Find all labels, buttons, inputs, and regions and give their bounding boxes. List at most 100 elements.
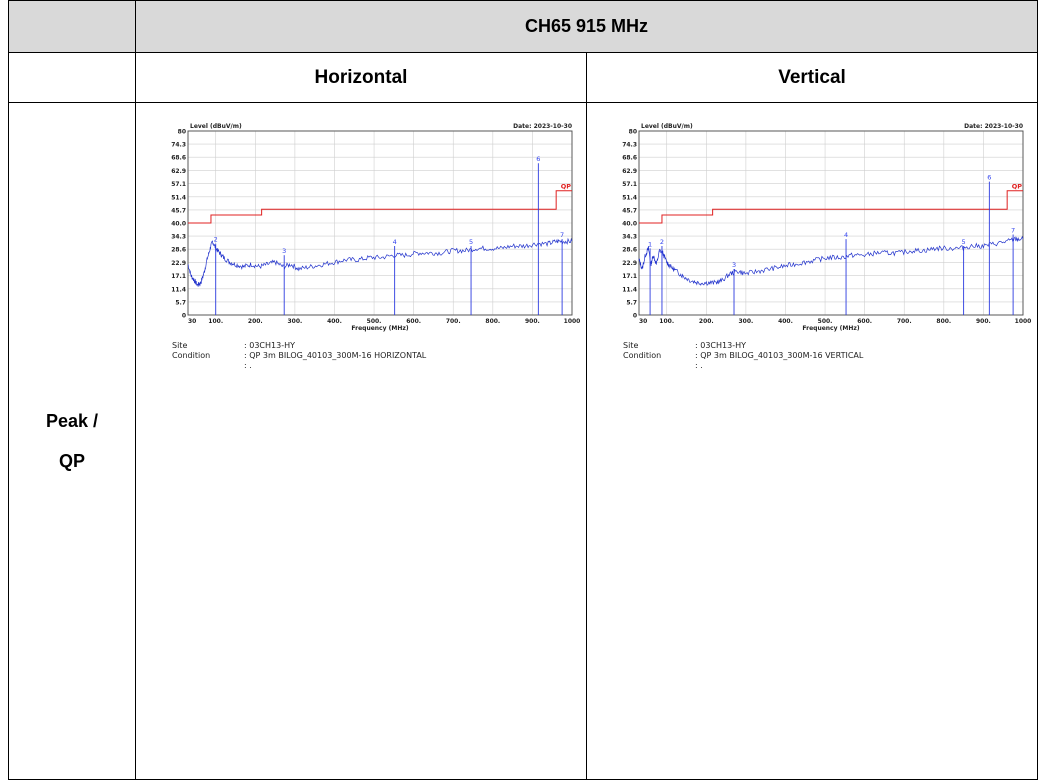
emission-chart-vertical: 0 5.7 11.4 17.1 22.9 28.6 34.3 40.0 45.7 51.4 57.1… [622, 123, 1032, 332]
marker-label: 5 [962, 238, 966, 246]
plot-cell-vertical: 0 5.7 11.4 17.1 22.9 28.6 34.3 40.0 45.7 51.4 57.1… [585, 102, 1039, 780]
y-tick-label: 57.1 [622, 181, 637, 188]
extra-value: : . [244, 361, 252, 370]
condition-value: : QP 3m BILOG_40103_300M-16 HORIZONTAL [244, 351, 427, 360]
marker-label: 4 [393, 238, 397, 246]
x-tick-label: 900. [976, 318, 991, 325]
plot-info-horizontal: Site : 03CH13-HY Condition : QP 3m BILOG_4… [172, 341, 582, 371]
plot-vertical: 0 5.7 11.4 17.1 22.9 28.6 34.3 40.0 45.7 51.4 57.1… [613, 117, 1033, 371]
condition-label: Condition [172, 351, 211, 360]
y-tick-label: 80 [178, 129, 186, 136]
x-tick-label: 400. [327, 318, 342, 325]
condition-value: : QP 3m BILOG_40103_300M-16 VERTICAL [695, 351, 864, 360]
label-blank-cell [8, 52, 136, 103]
x-tick-label: 500. [367, 318, 382, 325]
date-label: Date: 2023-10-30 [964, 123, 1023, 130]
y-tick-label: 51.4 [622, 194, 637, 201]
x-tick-label: 1000 [564, 318, 581, 325]
y-tick-label: 40.0 [171, 221, 186, 228]
x-tick-label: 200. [699, 318, 714, 325]
marker-label: 7 [560, 231, 564, 239]
site-label: Site [172, 341, 188, 350]
x-tick-label: 30 [639, 318, 647, 325]
y-tick-label: 57.1 [171, 181, 186, 188]
row-label-line-2: QP [58, 451, 85, 471]
qp-limit-line [188, 190, 572, 224]
y-axis-label: Level (dBuV/m) [641, 123, 693, 130]
y-tick-label: 5.7 [175, 299, 186, 306]
y-tick-label: 45.7 [622, 207, 637, 214]
row-label-peak-qp: Peak / QP [8, 102, 136, 780]
site-value: : 03CH13-HY [244, 341, 295, 350]
x-tick-label: 700. [897, 318, 912, 325]
x-tick-label: 600. [857, 318, 872, 325]
y-tick-label: 28.6 [171, 247, 186, 254]
x-tick-label: 800. [936, 318, 951, 325]
column-horizontal: Horizontal [135, 52, 587, 103]
y-tick-label: 68.6 [622, 155, 637, 162]
marker-label: 5 [469, 238, 473, 246]
condition-label: Condition [623, 351, 662, 360]
y-tick-label: 62.9 [622, 168, 637, 175]
site-value: : 03CH13-HY [695, 341, 746, 350]
x-tick-label: 500. [818, 318, 833, 325]
x-tick-label: 300. [287, 318, 302, 325]
y-tick-label: 11.4 [171, 286, 186, 293]
marker-label: 4 [844, 231, 848, 239]
y-tick-label: 74.3 [171, 142, 186, 149]
x-tick-label: 400. [778, 318, 793, 325]
y-tick-label: 22.9 [171, 260, 186, 267]
date-label: Date: 2023-10-30 [513, 123, 572, 130]
x-tick-label: 600. [406, 318, 421, 325]
x-tick-label: 300. [738, 318, 753, 325]
marker-label: 2 [214, 236, 218, 244]
x-tick-label: 30 [188, 318, 196, 325]
marker-label: 2 [660, 238, 664, 246]
header-blank-cell [8, 0, 136, 53]
y-tick-label: 34.3 [622, 234, 637, 241]
emission-trace [187, 237, 573, 288]
marker-label: 6 [987, 174, 991, 182]
y-tick-label: 11.4 [622, 286, 637, 293]
x-tick-label: 100. [208, 318, 223, 325]
qp-limit-line [639, 190, 1023, 224]
y-tick-label: 17.1 [171, 273, 186, 280]
y-tick-label: 22.9 [622, 260, 637, 267]
extra-value: : . [695, 361, 703, 370]
y-tick-label: 5.7 [626, 299, 637, 306]
emission-chart-horizontal: 0 5.7 11.4 17.1 22.9 28.6 34.3 40.0 45.7 51.4 57.1… [171, 123, 581, 332]
y-axis-label: Level (dBuV/m) [190, 123, 242, 130]
x-tick-label: 100. [659, 318, 674, 325]
y-tick-label: 0 [633, 313, 637, 320]
y-tick-label: 0 [182, 313, 186, 320]
y-tick-label: 74.3 [622, 142, 637, 149]
marker-label: 1 [648, 240, 652, 248]
qp-limit-label: QP [561, 182, 572, 190]
column-vertical: Vertical [585, 52, 1039, 103]
row-label-line-1: Peak / [45, 411, 99, 431]
y-tick-label: 80 [629, 129, 637, 136]
site-label: Site [623, 341, 639, 350]
x-tick-label: 700. [446, 318, 461, 325]
plot-horizontal: 0 5.7 11.4 17.1 22.9 28.6 34.3 40.0 45.7 51.4 57.1… [162, 117, 582, 371]
x-axis-label: Frequency (MHz) [351, 325, 408, 332]
y-tick-label: 17.1 [622, 273, 637, 280]
y-tick-label: 34.3 [171, 234, 186, 241]
x-tick-label: 800. [485, 318, 500, 325]
emission-trace [638, 235, 1024, 286]
channel-title: CH65 915 MHz [134, 0, 1039, 53]
x-tick-label: 1000 [1015, 318, 1032, 325]
x-tick-label: 200. [248, 318, 263, 325]
y-tick-label: 45.7 [171, 207, 186, 214]
y-tick-label: 51.4 [171, 194, 186, 201]
x-axis-label: Frequency (MHz) [802, 325, 859, 332]
marker-label: 3 [732, 261, 736, 269]
marker-label: 7 [1011, 227, 1015, 235]
marker-label: 3 [282, 247, 286, 255]
qp-limit-label: QP [1012, 182, 1023, 190]
y-tick-label: 68.6 [171, 155, 186, 162]
y-tick-label: 28.6 [622, 247, 637, 254]
plot-cell-horizontal: 0 5.7 11.4 17.1 22.9 28.6 34.3 40.0 45.7 51.4 57.1… [135, 102, 587, 780]
y-tick-label: 62.9 [171, 168, 186, 175]
x-tick-label: 900. [525, 318, 540, 325]
